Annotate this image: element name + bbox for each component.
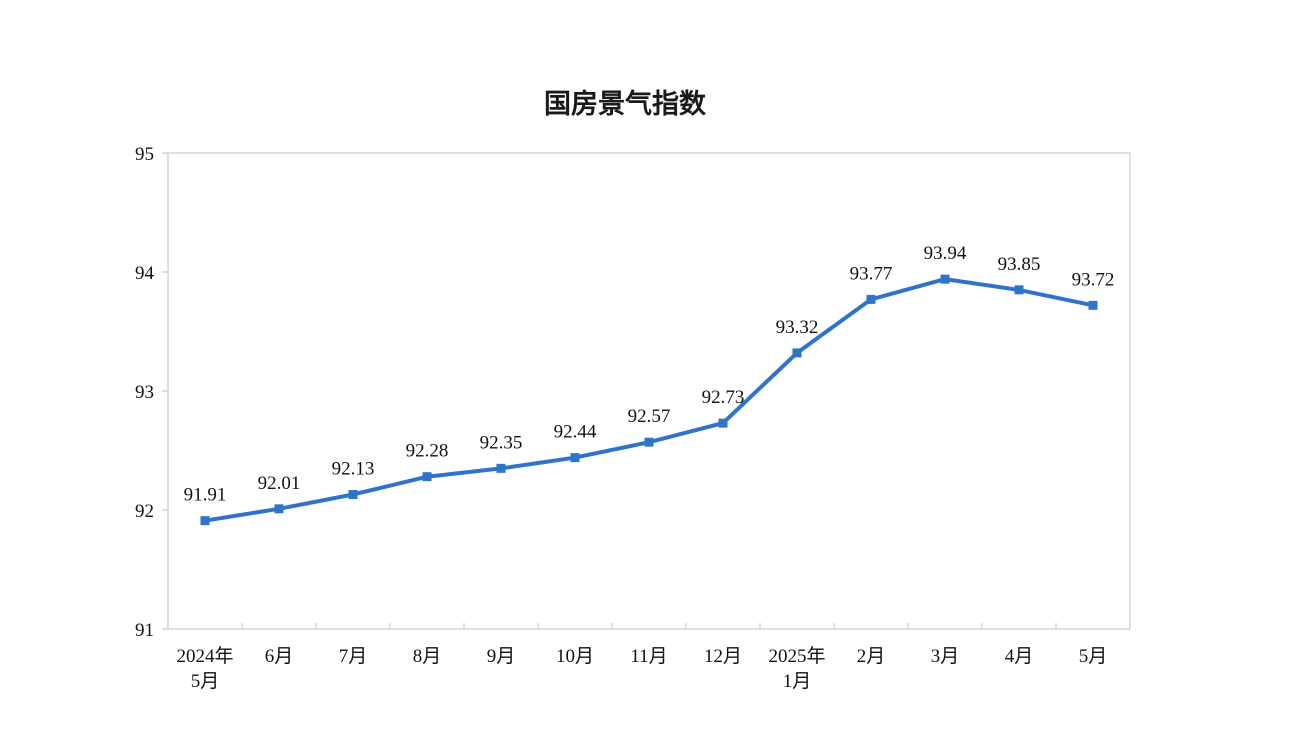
data-label: 91.91 (184, 485, 227, 506)
data-label: 93.85 (998, 254, 1041, 275)
data-label: 93.77 (850, 263, 893, 284)
data-point (200, 516, 210, 526)
data-label: 92.13 (332, 459, 375, 480)
x-tick-label: 9月 (487, 646, 516, 667)
x-tick-label: 10月 (556, 646, 594, 667)
x-tick-label: 1月 (783, 671, 812, 692)
y-tick-label: 95 (135, 144, 154, 165)
chart-title: 国房景气指数 (544, 89, 706, 120)
data-point (940, 274, 950, 284)
data-point (1014, 285, 1024, 295)
data-point (866, 294, 876, 304)
series-line (204, 277, 1094, 523)
x-tick-label: 4月 (1005, 646, 1034, 667)
y-tick-label: 91 (135, 620, 154, 641)
data-label: 93.32 (776, 317, 819, 338)
data-point (348, 490, 358, 500)
x-tick-label: 3月 (931, 646, 960, 667)
data-point (496, 463, 506, 473)
data-point (644, 437, 654, 447)
y-tick-label: 93 (135, 382, 154, 403)
x-tick-label: 6月 (265, 646, 294, 667)
x-tick-label: 2025年 (768, 645, 825, 667)
x-tick-label: 12月 (704, 646, 742, 667)
data-label: 92.73 (702, 387, 745, 408)
x-tick-label: 7月 (339, 646, 368, 667)
data-point (570, 453, 580, 463)
data-label: 92.01 (258, 473, 301, 494)
x-tick-label: 2月 (857, 646, 886, 667)
data-label: 92.57 (628, 406, 671, 427)
x-tick-label: 11月 (630, 646, 667, 667)
x-tick-label: 8月 (413, 646, 442, 667)
data-label: 92.44 (554, 422, 597, 443)
x-tick-label: 5月 (191, 671, 220, 692)
data-point (274, 504, 284, 514)
x-tick-label: 2024年 (176, 645, 233, 667)
data-point (718, 418, 728, 428)
data-label: 92.28 (406, 441, 449, 462)
y-tick-label: 92 (135, 501, 154, 522)
data-point (792, 348, 802, 358)
data-label: 93.72 (1072, 269, 1115, 290)
plot-frame (167, 152, 1131, 630)
data-point (422, 472, 432, 482)
data-label: 92.35 (480, 432, 523, 453)
data-label: 93.94 (924, 243, 967, 264)
data-point (1088, 300, 1098, 310)
y-tick-label: 94 (135, 263, 155, 284)
x-tick-label: 5月 (1079, 646, 1108, 667)
